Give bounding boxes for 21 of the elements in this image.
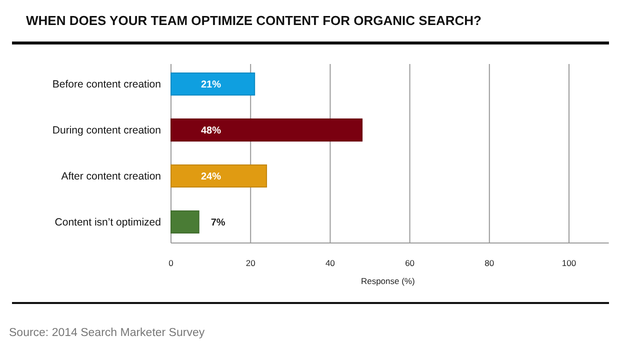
y-tick-label: During content creation <box>52 124 162 137</box>
data-label: 48% <box>201 126 222 137</box>
chart-title: WHEN DOES YOUR TEAM OPTIMIZE CONTENT FOR ORGANIC SEARCH? <box>26 13 482 28</box>
x-axis-title: Response (%) <box>360 276 415 286</box>
x-tick-label: 100 <box>562 258 576 268</box>
x-tick-label: 40 <box>325 258 336 268</box>
x-tick-label: 60 <box>405 258 415 268</box>
x-tick-label: 20 <box>246 258 256 268</box>
data-label: 7% <box>210 217 226 228</box>
data-label: 21% <box>201 80 222 91</box>
y-tick-label: Before content creation <box>52 78 162 91</box>
data-label: 24% <box>201 171 222 182</box>
bar <box>170 72 256 96</box>
bar <box>170 164 268 188</box>
bar <box>170 210 200 234</box>
source-note: Source: 2014 Search Marketer Survey <box>9 327 205 339</box>
y-tick-label: Content isn’t optimized <box>54 216 162 229</box>
bar <box>170 118 363 142</box>
x-tick-label: 0 <box>168 258 174 268</box>
y-tick-label: After content creation <box>61 170 162 183</box>
x-tick-label: 80 <box>484 258 494 268</box>
